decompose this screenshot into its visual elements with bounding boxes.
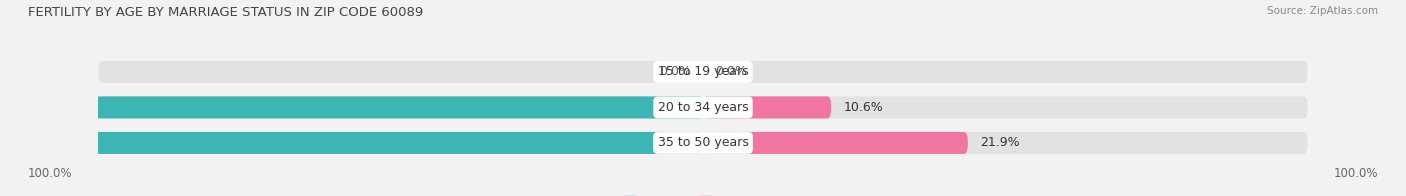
Text: 15 to 19 years: 15 to 19 years (658, 65, 748, 78)
Text: 35 to 50 years: 35 to 50 years (658, 136, 748, 150)
FancyBboxPatch shape (0, 132, 703, 154)
Text: Source: ZipAtlas.com: Source: ZipAtlas.com (1267, 6, 1378, 16)
Text: 0.0%: 0.0% (716, 65, 747, 78)
Text: 10.6%: 10.6% (844, 101, 883, 114)
FancyBboxPatch shape (98, 61, 1308, 83)
FancyBboxPatch shape (0, 96, 703, 118)
FancyBboxPatch shape (98, 96, 1308, 118)
Text: 21.9%: 21.9% (980, 136, 1019, 150)
FancyBboxPatch shape (703, 96, 831, 118)
Text: FERTILITY BY AGE BY MARRIAGE STATUS IN ZIP CODE 60089: FERTILITY BY AGE BY MARRIAGE STATUS IN Z… (28, 6, 423, 19)
Text: 0.0%: 0.0% (659, 65, 690, 78)
Text: 100.0%: 100.0% (1333, 167, 1378, 180)
Text: 100.0%: 100.0% (28, 167, 73, 180)
FancyBboxPatch shape (703, 132, 967, 154)
Text: 20 to 34 years: 20 to 34 years (658, 101, 748, 114)
Legend: Married, Unmarried: Married, Unmarried (619, 191, 787, 196)
FancyBboxPatch shape (98, 132, 1308, 154)
